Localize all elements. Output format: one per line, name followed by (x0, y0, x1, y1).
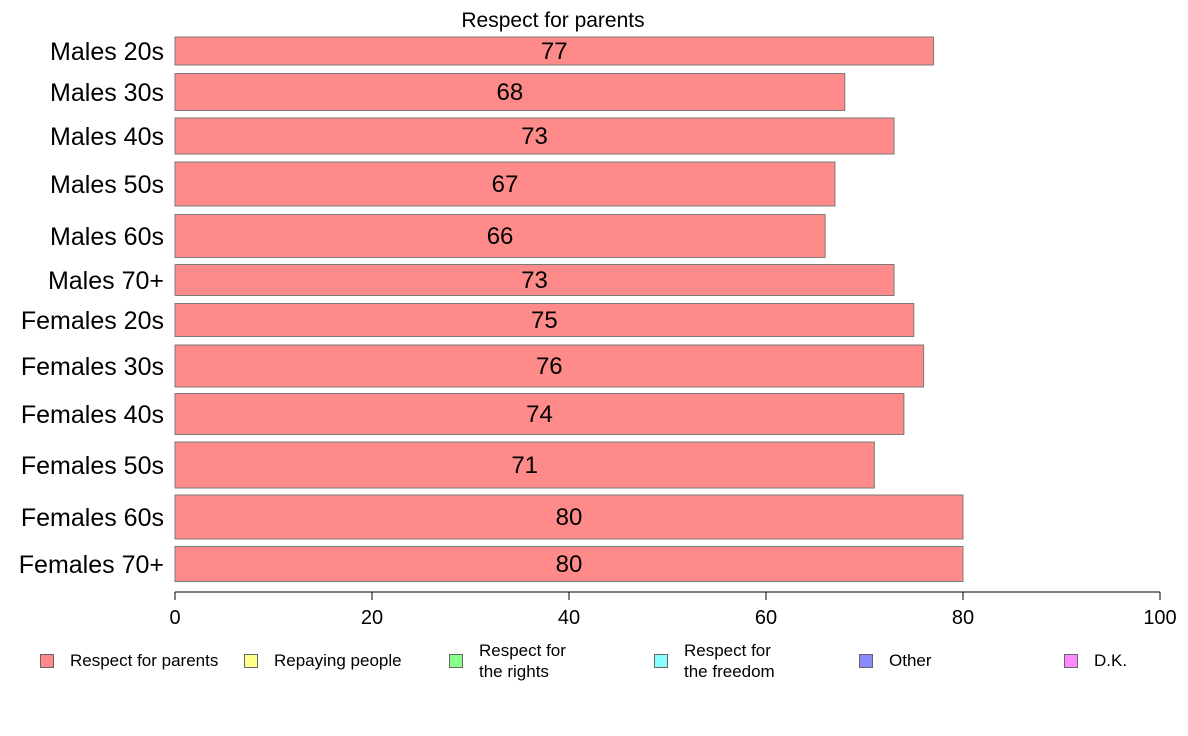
bar (174, 441, 875, 489)
category-label: Males 50s (50, 171, 164, 199)
bar (174, 494, 964, 540)
legend-swatch (449, 654, 463, 668)
category-label: Males 70+ (48, 267, 164, 295)
bar (174, 36, 934, 66)
legend-swatch (859, 653, 873, 668)
legend-item: Other (859, 650, 932, 671)
category-label: Females 30s (21, 353, 164, 381)
category-label: Females 20s (21, 307, 164, 335)
category-label: Females 40s (21, 401, 164, 429)
chart-title: Respect for parents (461, 9, 644, 32)
bar-value-label: 73 (521, 267, 548, 294)
category-label: Males 20s (50, 38, 164, 66)
x-tick-label: 20 (361, 607, 383, 629)
bar-value-label: 71 (511, 452, 538, 479)
bar-value-label: 68 (497, 79, 524, 106)
bar-value-label: 75 (531, 307, 558, 334)
x-tick-label: 100 (1143, 607, 1176, 629)
bar-value-label: 80 (556, 504, 583, 531)
bar (174, 264, 895, 296)
bar (174, 344, 925, 388)
bar (174, 73, 846, 111)
legend-item: Respect for the rights (449, 640, 566, 682)
bar (174, 161, 836, 207)
bar-value-label: 67 (492, 171, 519, 198)
legend-item: Repaying people (244, 650, 402, 671)
bar-value-label: 73 (521, 123, 548, 150)
legend-label: Respect for the freedom (684, 641, 775, 681)
bar-value-label: 74 (526, 401, 553, 428)
legend-label: Other (889, 651, 932, 670)
legend-label: Respect for parents (70, 651, 219, 670)
x-tick-label: 40 (558, 607, 580, 629)
x-tick-label: 60 (755, 607, 777, 629)
x-tick-label: 0 (169, 607, 180, 629)
category-labels: Males 20s Males 30s Males 40s Males 50s Male… (19, 38, 164, 579)
legend-label: Repaying people (274, 651, 402, 670)
category-label: Females 70+ (19, 551, 164, 579)
legend-swatch (40, 653, 54, 668)
bar (174, 393, 905, 435)
x-axis: 0 20 40 60 80 100 (169, 591, 1177, 629)
bar (174, 546, 964, 582)
category-label: Females 50s (21, 452, 164, 480)
legend-item: D.K. (1064, 650, 1127, 671)
bar-value-label: 77 (541, 38, 568, 65)
category-label: Females 60s (21, 504, 164, 532)
legend-item: Respect for parents (40, 650, 218, 671)
bar (174, 303, 915, 337)
bar-chart: Respect for parents 77687367667375767471… (19, 9, 1177, 629)
category-label: Males 30s (50, 79, 164, 107)
bar (174, 117, 895, 155)
legend-label: Respect for the rights (479, 641, 566, 681)
legend-swatch (654, 654, 668, 668)
category-label: Males 40s (50, 123, 164, 151)
x-tick-label: 80 (952, 607, 974, 629)
bar-value-label: 80 (556, 551, 583, 578)
legend-label: D.K. (1094, 651, 1128, 670)
bar-value-label: 76 (536, 353, 563, 380)
bar (174, 214, 826, 258)
legend: Respect for parents Repaying people Respec… (0, 640, 1188, 690)
bar-value-label: 66 (487, 223, 514, 250)
bars-group (174, 36, 964, 582)
legend-swatch (1064, 653, 1078, 668)
legend-item: Respect for the freedom (654, 640, 775, 682)
legend-swatch (244, 653, 258, 668)
category-label: Males 60s (50, 223, 164, 251)
